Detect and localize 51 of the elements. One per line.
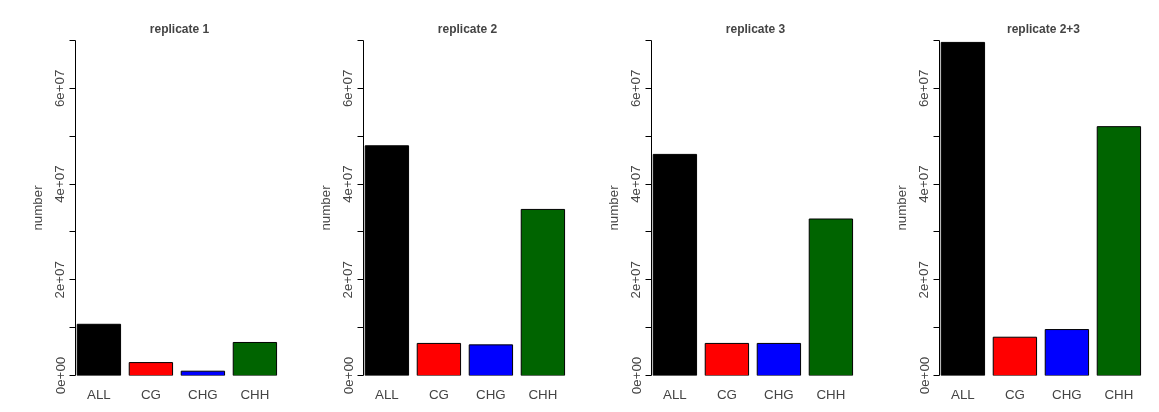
- bar: [128, 362, 174, 376]
- bar: [520, 208, 566, 376]
- x-tick-label: CHH: [528, 386, 558, 402]
- y-tick-label: 0e+00: [52, 356, 68, 395]
- x-tick-label: ALL: [375, 386, 399, 402]
- x-tick-label: CG: [428, 386, 449, 402]
- x-tick-label: CG: [140, 386, 161, 402]
- y-tick-label: 4e+07: [628, 165, 644, 203]
- bar: [808, 218, 854, 376]
- y-axis-title: number: [29, 184, 45, 231]
- x-tick-label: CHH: [1104, 386, 1134, 402]
- x-tick-label: ALL: [951, 386, 975, 402]
- x-tick-label: CHG: [476, 386, 506, 402]
- y-tick-label: 4e+07: [52, 165, 68, 203]
- bar: [756, 342, 802, 376]
- y-tick-label: 6e+07: [916, 69, 932, 108]
- y-tick-label: 0e+00: [628, 356, 644, 395]
- x-tick-label: CHH: [816, 386, 846, 402]
- y-tick-label: 4e+07: [916, 165, 932, 203]
- x-tick-label: CG: [716, 386, 737, 402]
- bar: [232, 341, 278, 376]
- y-tick-label: 6e+07: [340, 69, 356, 108]
- bar: [468, 344, 514, 376]
- x-tick-label: CHH: [240, 386, 270, 402]
- y-tick-label: 0e+00: [916, 356, 932, 395]
- x-tick-label: CHG: [1052, 386, 1082, 402]
- y-axis-title: number: [893, 184, 909, 231]
- x-tick-label: CHG: [764, 386, 794, 402]
- y-axis-title: number: [317, 184, 333, 231]
- x-tick-label: ALL: [87, 386, 111, 402]
- bar: [416, 342, 462, 376]
- y-axis-title: number: [605, 184, 621, 231]
- bar: [1044, 329, 1090, 376]
- chart-title: replicate 1: [149, 21, 210, 36]
- chart-title: replicate 3: [725, 21, 786, 36]
- y-tick-label: 0e+00: [340, 356, 356, 395]
- y-tick-label: 6e+07: [628, 69, 644, 108]
- bar: [992, 336, 1038, 376]
- x-tick-label: ALL: [663, 386, 687, 402]
- y-tick-label: 2e+07: [340, 261, 356, 299]
- y-tick-label: 6e+07: [52, 69, 68, 108]
- bar: [704, 342, 750, 376]
- y-tick-label: 2e+07: [916, 261, 932, 299]
- y-tick-label: 4e+07: [340, 165, 356, 203]
- bar: [1096, 126, 1142, 376]
- x-tick-label: CHG: [188, 386, 218, 402]
- chart-title: replicate 2+3: [1006, 21, 1081, 36]
- x-tick-label: CG: [1004, 386, 1025, 402]
- chart-title: replicate 2: [437, 21, 498, 36]
- y-tick-label: 2e+07: [52, 261, 68, 299]
- y-tick-label: 2e+07: [628, 261, 644, 299]
